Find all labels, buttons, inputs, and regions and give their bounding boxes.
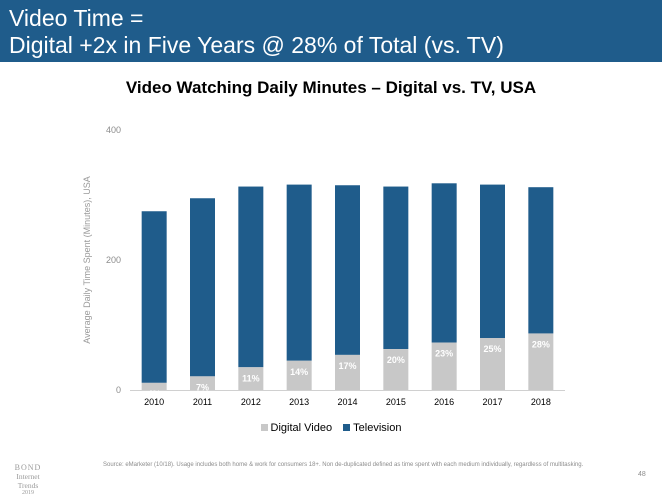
logo-name: BOND — [14, 463, 42, 472]
x-tick-label: 2014 — [337, 397, 357, 407]
digital-share-label: 20% — [387, 355, 405, 365]
x-tick-label: 2015 — [386, 397, 406, 407]
logo-subtitle: Internet Trends — [16, 472, 40, 490]
bar-digital-video — [528, 333, 554, 390]
y-axis-label: Average Daily Time Spent (Minutes), USA — [82, 176, 92, 343]
legend-item-digital-video: Digital Video — [260, 422, 333, 434]
x-tick-label: 2012 — [241, 397, 261, 407]
digital-share-label: 7% — [196, 382, 209, 392]
x-tick-label: 2016 — [434, 397, 454, 407]
bar-television — [141, 211, 167, 383]
legend-label-television: Television — [353, 422, 402, 434]
bar-television — [528, 187, 554, 334]
legend-swatch-television — [343, 424, 351, 431]
bar-television — [383, 186, 409, 350]
page-number: 48 — [638, 471, 646, 478]
bar-television — [190, 198, 215, 377]
bar-television — [431, 183, 457, 343]
legend-item-television: Television — [343, 422, 401, 434]
bar-digital-video — [190, 376, 215, 390]
x-tick-label: 2017 — [482, 397, 502, 407]
digital-share-label: 25% — [483, 344, 501, 354]
legend-label-digital-video: Digital Video — [270, 422, 333, 434]
digital-share-label: 4% — [148, 389, 161, 399]
x-tick-label: 2018 — [531, 397, 551, 407]
bond-logo: BOND Internet Trends 2019 — [6, 463, 50, 497]
bar-digital-video — [238, 367, 264, 390]
x-tick-label: 2011 — [193, 397, 212, 407]
bar-television — [335, 185, 360, 355]
bar-digital-video — [335, 354, 360, 390]
bar-digital-video — [141, 382, 167, 390]
source-note: Source: eMarketer (10/18). Usage include… — [103, 462, 584, 468]
digital-share-label: 17% — [338, 361, 356, 371]
bar-digital-video — [480, 338, 505, 390]
slide-title-line-2: Digital +2x in Five Years @ 28% of Total… — [9, 32, 504, 58]
digital-share-label: 23% — [435, 349, 453, 359]
bar-digital-video — [383, 349, 409, 390]
bar-television — [286, 184, 312, 361]
y-tick-label: 400 — [106, 125, 121, 135]
digital-share-label: 28% — [532, 339, 550, 349]
x-tick-label: 2013 — [289, 397, 309, 407]
legend-swatch-digital-video — [260, 424, 268, 431]
bar-television — [238, 186, 264, 368]
logo-year: 2019 — [22, 490, 34, 496]
bar-digital-video — [286, 360, 312, 390]
y-tick-label: 200 — [106, 255, 121, 265]
slide-title-line-1: Video Time = — [9, 5, 144, 31]
chart-legend: Digital Video Television — [0, 422, 662, 434]
header-banner: Video Time = Digital +2x in Five Years @… — [0, 0, 662, 62]
bar-television — [480, 184, 505, 338]
bar-digital-video — [431, 342, 457, 390]
y-tick-label: 0 — [116, 385, 121, 395]
x-tick-label: 2010 — [144, 397, 164, 407]
digital-share-label: 11% — [242, 373, 260, 383]
digital-share-label: 14% — [290, 367, 308, 377]
chart-title: Video Watching Daily Minutes – Digital v… — [125, 78, 537, 97]
